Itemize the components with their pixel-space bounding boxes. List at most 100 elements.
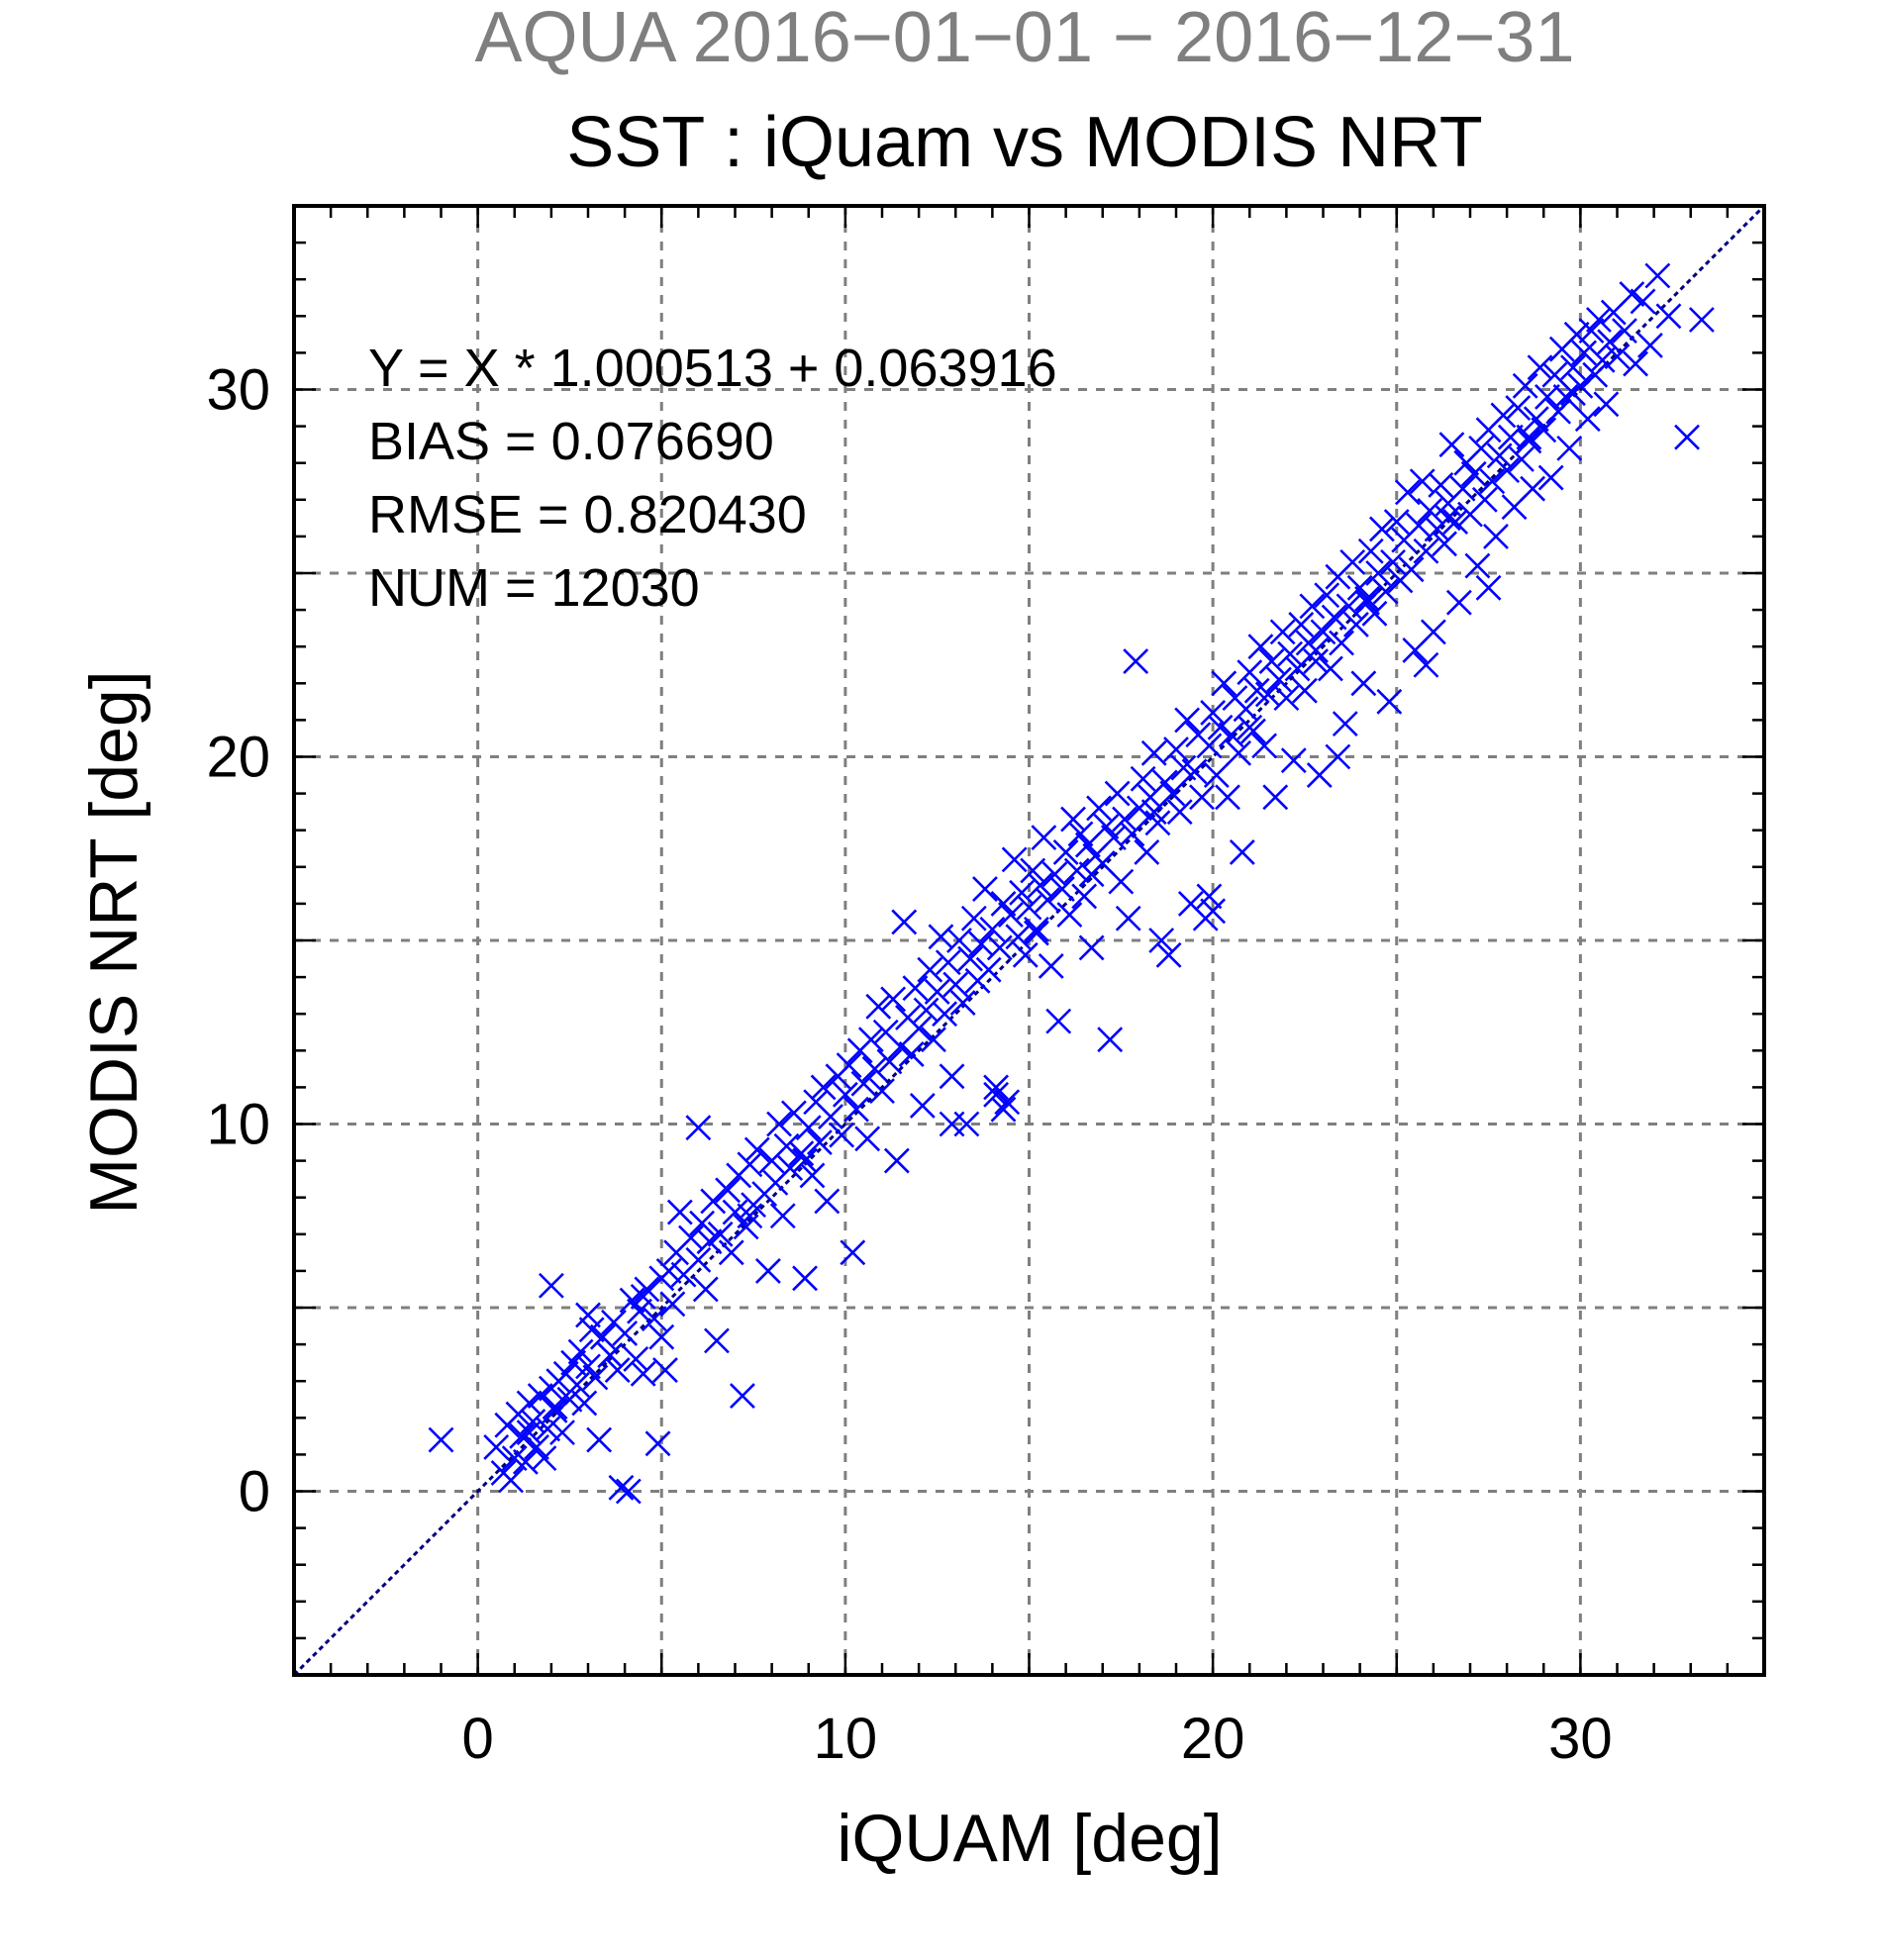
data-point	[696, 1228, 723, 1255]
data-point	[1394, 479, 1421, 506]
data-point	[1332, 711, 1358, 737]
data-point	[1537, 464, 1564, 491]
data-point	[1123, 648, 1149, 674]
data-point	[1552, 384, 1579, 410]
data-point	[648, 1323, 675, 1350]
data-point	[850, 1070, 877, 1097]
data-point	[986, 934, 1013, 961]
data-point	[876, 1048, 903, 1075]
data-point	[766, 1111, 792, 1137]
data-point	[1531, 417, 1557, 443]
data-point	[516, 1420, 543, 1446]
data-point	[1325, 743, 1351, 770]
data-point	[560, 1349, 587, 1376]
data-point	[792, 1265, 818, 1292]
data-point	[630, 1360, 656, 1387]
data-point	[891, 909, 918, 935]
x-tick-label: 30	[1548, 1707, 1613, 1771]
data-point	[1623, 350, 1648, 377]
data-point	[1097, 1027, 1124, 1053]
data-point	[589, 1323, 616, 1350]
data-point	[917, 956, 943, 983]
data-point	[924, 979, 950, 1005]
data-point	[1119, 821, 1145, 847]
data-point	[902, 975, 929, 1002]
y-tick-label: 20	[206, 726, 270, 790]
data-point	[1471, 486, 1498, 513]
data-point	[1442, 509, 1469, 535]
data-point	[1593, 391, 1620, 418]
data-point	[1435, 505, 1461, 532]
data-point	[1174, 707, 1201, 734]
data-point	[1417, 498, 1443, 524]
data-point	[975, 956, 1002, 983]
data-point	[1636, 333, 1663, 358]
data-point	[1376, 688, 1403, 715]
data-point	[1449, 475, 1476, 502]
data-point	[806, 1129, 833, 1155]
data-point	[509, 1422, 536, 1449]
data-point	[1432, 531, 1457, 557]
data-point	[898, 1041, 925, 1067]
data-point	[586, 1426, 613, 1453]
data-point	[1563, 321, 1590, 347]
chart-title: SST : iQuam vs MODIS NRT	[566, 103, 1483, 182]
data-point	[960, 905, 987, 931]
data-point	[1237, 659, 1263, 686]
data-point	[880, 986, 907, 1013]
data-point	[1688, 307, 1715, 333]
data-point	[1009, 879, 1035, 906]
data-point	[1318, 655, 1343, 682]
data-point	[1299, 593, 1326, 620]
data-point	[1035, 887, 1060, 914]
tick-labels: 0 10 20 30 0 10 20 30	[206, 358, 1612, 1772]
data-point	[604, 1357, 631, 1383]
data-point	[704, 1327, 730, 1354]
data-point	[538, 1272, 564, 1299]
data-point	[869, 1078, 895, 1105]
data-point	[935, 949, 961, 976]
data-point	[1527, 354, 1553, 381]
data-point	[810, 1074, 837, 1101]
data-point	[1445, 589, 1472, 616]
data-point	[1509, 446, 1534, 472]
x-axis-label: iQUAM [deg]	[837, 1801, 1222, 1876]
data-point	[939, 1063, 965, 1090]
data-point	[1063, 857, 1090, 884]
data-point	[942, 971, 969, 998]
data-point	[990, 890, 1017, 917]
data-point	[1597, 329, 1623, 355]
data-point	[563, 1371, 590, 1398]
data-point	[1067, 821, 1094, 847]
data-point	[1163, 736, 1189, 762]
data-point	[1207, 714, 1234, 740]
data-point	[1534, 384, 1560, 410]
data-point	[1086, 795, 1112, 822]
data-point	[1237, 714, 1263, 740]
data-point	[1200, 898, 1227, 925]
data-point	[1644, 262, 1671, 289]
data-point	[994, 1089, 1021, 1116]
data-point	[1468, 435, 1495, 461]
data-point	[1560, 380, 1586, 407]
data-point	[685, 1115, 712, 1141]
data-point	[428, 1426, 454, 1453]
data-point	[968, 931, 995, 957]
data-point	[1148, 928, 1175, 953]
data-point	[773, 1132, 800, 1159]
y-axis-label: MODIS NRT [deg]	[76, 670, 151, 1214]
data-point	[1329, 630, 1354, 656]
data-point	[1586, 307, 1612, 333]
data-point	[630, 1283, 656, 1310]
data-point	[1012, 941, 1039, 968]
data-point	[1464, 552, 1491, 579]
data-point	[1140, 739, 1167, 766]
data-point	[829, 1122, 855, 1148]
data-point	[1200, 700, 1227, 726]
stat-rmse: RMSE = 0.820430	[368, 485, 807, 544]
data-point	[1048, 876, 1075, 902]
y-tick-label: 30	[206, 358, 270, 423]
data-point	[707, 1221, 734, 1247]
data-point	[1438, 432, 1465, 458]
